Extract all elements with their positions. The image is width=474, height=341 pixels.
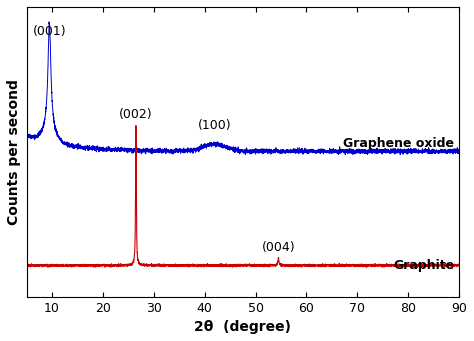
Text: Graphite: Graphite [393, 259, 454, 272]
Text: Graphene oxide: Graphene oxide [343, 137, 454, 150]
Text: (002): (002) [119, 107, 153, 121]
Y-axis label: Counts per second: Counts per second [7, 79, 21, 225]
Text: (004): (004) [262, 241, 295, 254]
Text: (001): (001) [33, 25, 66, 38]
Text: (100): (100) [198, 119, 232, 132]
X-axis label: 2θ  (degree): 2θ (degree) [194, 320, 292, 334]
